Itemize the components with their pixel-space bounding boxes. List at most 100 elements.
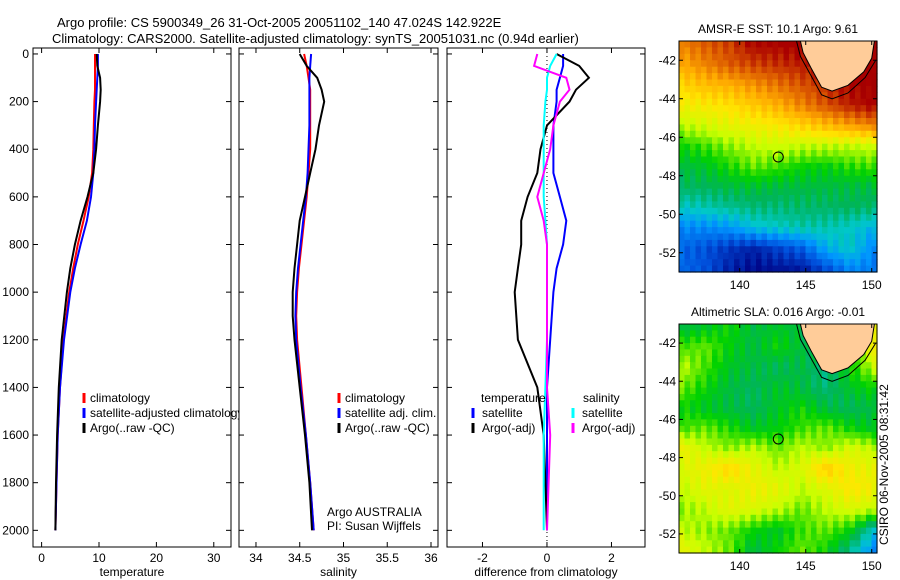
- map-cell: [860, 400, 867, 408]
- map-cell: [805, 394, 812, 401]
- map-cell: [761, 201, 768, 209]
- map-cell: [750, 324, 757, 331]
- map-cell: [849, 438, 856, 446]
- y-tick-label: 2000: [2, 523, 29, 537]
- map-cell: [701, 495, 708, 503]
- map-cell: [816, 413, 823, 421]
- map-cell: [794, 527, 801, 535]
- map-cell: [767, 324, 774, 331]
- map-cell: [783, 514, 790, 522]
- map-cell: [712, 239, 719, 247]
- map-cell: [772, 463, 779, 471]
- map-cell: [811, 214, 818, 222]
- map-cell: [728, 79, 735, 87]
- map-cell: [778, 425, 785, 433]
- map-cell: [855, 483, 862, 490]
- map-cell: [772, 343, 779, 351]
- map-cell: [794, 169, 801, 177]
- map-cell: [838, 130, 845, 138]
- map-cell: [767, 483, 774, 490]
- map-cell: [816, 195, 823, 202]
- map-cell: [794, 60, 801, 68]
- map-cell: [767, 156, 774, 164]
- x-tick-label: 150: [862, 278, 882, 292]
- map-cell: [745, 470, 752, 478]
- map-cell: [789, 162, 796, 170]
- map-cell: [717, 381, 724, 389]
- map-cell: [866, 220, 873, 228]
- map-cell: [794, 406, 801, 414]
- map-cell: [860, 394, 867, 401]
- map-cell: [827, 227, 834, 235]
- map-cell: [690, 118, 697, 125]
- map-cell: [750, 156, 757, 164]
- map-cell: [723, 336, 730, 344]
- map-cell: [706, 533, 713, 541]
- map-cell: [855, 546, 862, 554]
- x-tick-label: 20: [150, 551, 164, 565]
- map-cell: [756, 252, 763, 260]
- map-cell: [849, 220, 856, 228]
- map-cell: [794, 546, 801, 554]
- map-cell: [756, 79, 763, 87]
- map-cell: [723, 79, 730, 87]
- map-cell: [816, 227, 823, 235]
- map-cell: [838, 521, 845, 529]
- map-cell: [739, 60, 746, 68]
- map-cell: [849, 195, 856, 202]
- map-cell: [833, 143, 840, 151]
- map-cell: [750, 387, 757, 395]
- map-cell: [844, 387, 851, 395]
- map-cell: [783, 432, 790, 440]
- map-cell: [728, 137, 735, 145]
- map-cell: [855, 207, 862, 215]
- map-cell: [761, 137, 768, 145]
- map-cell: [679, 470, 686, 478]
- map-cell: [706, 381, 713, 389]
- map-cell: [827, 143, 834, 151]
- map-cell: [860, 130, 867, 138]
- map-cell: [728, 220, 735, 228]
- map-cell: [794, 239, 801, 247]
- map-cell: [728, 362, 735, 370]
- map-cell: [860, 182, 867, 190]
- map-cell: [871, 413, 878, 421]
- map-cell: [750, 169, 757, 177]
- map-cell: [789, 470, 796, 478]
- map-cell: [871, 130, 878, 138]
- map-cell: [827, 521, 834, 529]
- map-cell: [745, 41, 752, 48]
- map-cell: [827, 246, 834, 254]
- map-cell: [772, 124, 779, 132]
- map-cell: [844, 444, 851, 452]
- map-cell: [712, 336, 719, 344]
- map-cell: [789, 413, 796, 421]
- map-cell: [723, 214, 730, 222]
- map-cell: [695, 508, 702, 516]
- map-cell: [778, 432, 785, 440]
- map-cell: [811, 368, 818, 376]
- map-cell: [701, 220, 708, 228]
- map-cell: [734, 252, 741, 260]
- map-cell: [789, 246, 796, 254]
- map-cell: [701, 451, 708, 459]
- map-cell: [745, 349, 752, 357]
- map-cell: [789, 374, 796, 382]
- map-cell: [706, 105, 713, 113]
- map-cell: [767, 362, 774, 370]
- map-cell: [866, 394, 873, 401]
- map-cell: [805, 540, 812, 548]
- map-cell: [860, 355, 867, 363]
- map-cell: [739, 130, 746, 138]
- map-cell: [838, 470, 845, 478]
- map-cell: [690, 438, 697, 446]
- map-cell: [805, 188, 812, 196]
- map-cell: [723, 533, 730, 541]
- map-cell: [761, 457, 768, 465]
- map-cell: [794, 343, 801, 351]
- map-cell: [723, 124, 730, 132]
- map-cell: [706, 330, 713, 338]
- map-cell: [712, 214, 719, 222]
- map-cell: [723, 355, 730, 363]
- map-cell: [849, 169, 856, 177]
